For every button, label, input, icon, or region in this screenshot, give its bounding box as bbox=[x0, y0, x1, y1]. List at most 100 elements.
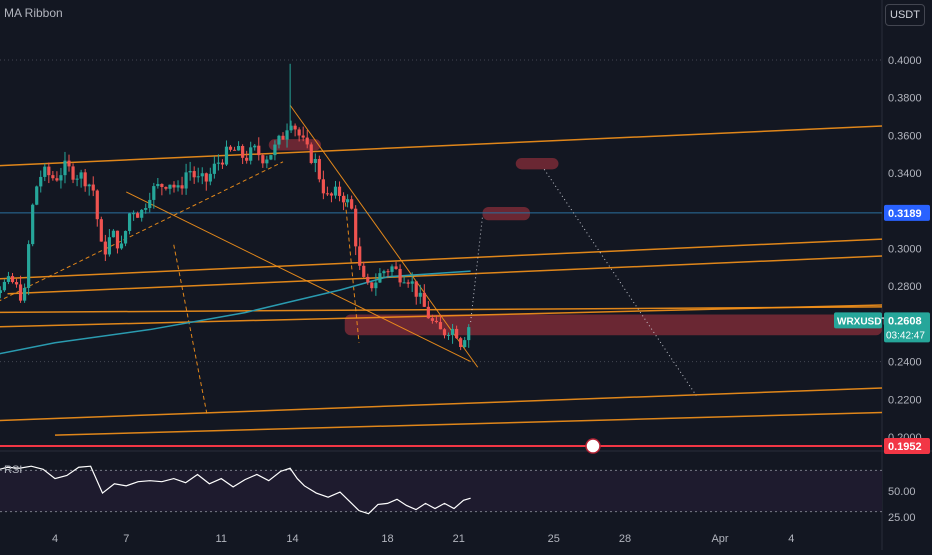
candle-body bbox=[301, 135, 305, 138]
candle-body bbox=[446, 334, 451, 336]
rsi-tick-label: 25.00 bbox=[888, 512, 916, 524]
candle-body bbox=[277, 135, 281, 145]
candle-body bbox=[366, 276, 370, 283]
candle-body bbox=[115, 230, 120, 249]
candle-body bbox=[228, 146, 233, 150]
candle-body bbox=[103, 241, 107, 255]
candle-body bbox=[394, 266, 398, 269]
price-tag-bg bbox=[884, 312, 930, 343]
candle-body bbox=[119, 243, 124, 249]
candle-body bbox=[402, 282, 406, 284]
time-tick-label: 4 bbox=[788, 533, 794, 545]
candle-body bbox=[79, 172, 83, 179]
candle-body bbox=[31, 204, 35, 245]
candle-body bbox=[459, 338, 463, 347]
candle-body bbox=[245, 157, 249, 161]
candle-body bbox=[216, 162, 220, 164]
projection-line bbox=[543, 169, 697, 396]
candle-body bbox=[208, 173, 212, 182]
candle-body bbox=[164, 187, 168, 189]
candle-body bbox=[382, 271, 386, 274]
trendline bbox=[289, 104, 479, 368]
zone-box bbox=[515, 158, 559, 170]
candle-body bbox=[467, 327, 471, 341]
candle-body bbox=[35, 186, 39, 205]
candle-body bbox=[51, 175, 55, 179]
candle-body bbox=[172, 184, 176, 188]
candle-body bbox=[184, 172, 188, 189]
candle-body bbox=[434, 320, 439, 323]
symbol-tag: WRXUSDT bbox=[837, 316, 888, 327]
candle-body bbox=[148, 199, 152, 209]
candle-body bbox=[455, 328, 459, 339]
indicator-label[interactable]: MA Ribbon bbox=[4, 6, 63, 20]
symbol-tag-bg bbox=[834, 312, 882, 329]
candle-body bbox=[406, 282, 410, 284]
candle-body bbox=[273, 144, 277, 156]
candle-body bbox=[132, 213, 136, 215]
rsi-label[interactable]: RSI bbox=[4, 464, 23, 476]
candle-body bbox=[59, 175, 63, 181]
candle-body bbox=[346, 199, 350, 203]
candle-body bbox=[127, 213, 132, 231]
time-tick-label: 18 bbox=[381, 533, 393, 545]
zone-box bbox=[344, 314, 882, 336]
candle-body bbox=[422, 292, 426, 307]
candle-body bbox=[313, 158, 317, 163]
candle-body bbox=[144, 208, 148, 210]
candle-body bbox=[354, 208, 358, 247]
candle-body bbox=[438, 322, 443, 330]
candle-body bbox=[321, 179, 325, 194]
support-tag-bg bbox=[884, 438, 930, 455]
trendline bbox=[126, 191, 471, 363]
candle-body bbox=[27, 244, 31, 288]
candle-body bbox=[285, 130, 289, 140]
candle-body bbox=[0, 290, 2, 294]
candle-body bbox=[241, 146, 245, 158]
candle-body bbox=[358, 246, 362, 266]
price-tick-label: 0.2200 bbox=[888, 394, 922, 406]
candle-body bbox=[378, 273, 382, 283]
candle-body bbox=[305, 137, 309, 145]
projection-line bbox=[173, 244, 208, 415]
projection-line bbox=[344, 195, 360, 343]
candle-body bbox=[87, 184, 91, 187]
candle-body bbox=[63, 160, 67, 176]
candle-body bbox=[55, 178, 59, 181]
trendline bbox=[0, 238, 883, 280]
candle-body bbox=[75, 178, 79, 180]
currency-button[interactable]: USDT bbox=[885, 4, 925, 26]
candle-body bbox=[156, 184, 160, 187]
price-tick-label: 0.3000 bbox=[888, 244, 922, 256]
candle-body bbox=[341, 195, 346, 203]
time-tick-label: 28 bbox=[619, 533, 631, 545]
candle-body bbox=[374, 282, 378, 289]
price-tick-label: 0.3600 bbox=[888, 130, 922, 142]
candle-body bbox=[426, 306, 430, 319]
candle-body bbox=[140, 209, 144, 218]
candle-body bbox=[43, 166, 47, 177]
event-flag-icon bbox=[585, 438, 601, 454]
candle-body bbox=[325, 193, 330, 195]
trendline bbox=[0, 387, 883, 422]
projection-line bbox=[0, 161, 284, 302]
candle-body bbox=[39, 176, 43, 187]
zone-box bbox=[482, 207, 530, 221]
price-tag: 0.2608 bbox=[888, 315, 922, 327]
trendline bbox=[0, 304, 883, 328]
candle-body bbox=[176, 185, 180, 188]
candle-body bbox=[160, 184, 164, 188]
candle-body bbox=[309, 144, 313, 163]
projection-line bbox=[470, 216, 483, 323]
candle-body bbox=[2, 281, 7, 291]
candle-body bbox=[414, 281, 418, 297]
candle-body bbox=[91, 184, 95, 191]
candle-body bbox=[236, 146, 241, 151]
candle-body bbox=[188, 171, 192, 173]
candle-body bbox=[168, 184, 172, 189]
candle-body bbox=[152, 186, 156, 200]
candle-body bbox=[265, 159, 269, 164]
trendline bbox=[0, 306, 883, 314]
